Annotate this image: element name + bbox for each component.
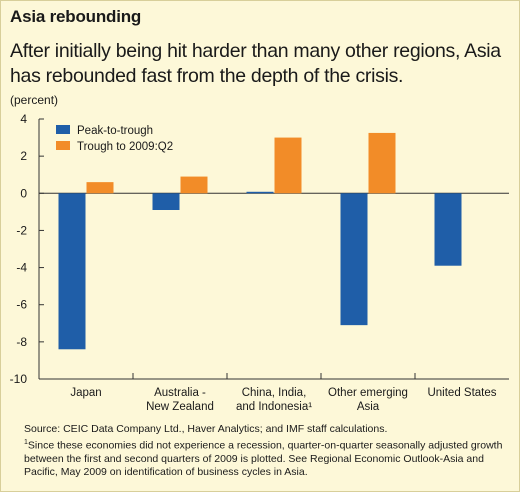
x-category-label: Japan bbox=[70, 387, 101, 399]
bar-trough-to-q2 bbox=[368, 132, 396, 194]
y-tick-label: -2 bbox=[16, 223, 27, 237]
x-category-label: Australia - bbox=[154, 387, 206, 399]
legend-swatch bbox=[56, 125, 70, 134]
footnote: 1Since these economies did not experienc… bbox=[24, 436, 514, 479]
bar-peak-to-trough bbox=[434, 193, 462, 266]
y-tick-label: 0 bbox=[20, 186, 27, 200]
bar-peak-to-trough bbox=[246, 191, 274, 194]
y-tick-label: -4 bbox=[16, 261, 27, 275]
legend-label: Peak-to-trough bbox=[77, 125, 153, 137]
x-category-label: Other emerging bbox=[328, 387, 408, 399]
y-tick-label: -8 bbox=[16, 335, 27, 349]
bar-trough-to-q2 bbox=[86, 182, 114, 194]
bar-peak-to-trough bbox=[152, 193, 180, 210]
x-category-label: and Indonesia¹ bbox=[236, 401, 312, 413]
x-category-label: New Zealand bbox=[146, 401, 214, 413]
bar-chart: 4 2 0 -2 -4 -6 -8 -10 Japan Australia - New Zealan… bbox=[10, 112, 509, 413]
x-category-label: United States bbox=[427, 387, 496, 399]
y-axis-unit: (percent) bbox=[10, 93, 59, 107]
y-tick-label: 4 bbox=[20, 112, 27, 126]
chart-subtitle: After initially being hit harder than ma… bbox=[10, 40, 501, 87]
y-tick-label: -6 bbox=[16, 298, 27, 312]
footnote-mark: 1 bbox=[24, 439, 28, 446]
bar-peak-to-trough bbox=[58, 193, 86, 350]
source-notes: Source: CEIC Data Company Ltd., Haver An… bbox=[24, 423, 514, 479]
legend-swatch bbox=[56, 141, 70, 150]
footnote-text: Since these economies did not experience… bbox=[24, 439, 503, 478]
legend-label: Trough to 2009:Q2 bbox=[77, 141, 173, 153]
x-category-label: China, India, bbox=[242, 387, 307, 399]
bar-trough-to-q2 bbox=[180, 176, 208, 194]
bar-peak-to-trough bbox=[340, 193, 368, 326]
x-category-label: Asia bbox=[357, 401, 380, 413]
chart-title: Asia rebounding bbox=[10, 7, 142, 26]
bar-trough-to-q2 bbox=[274, 137, 302, 194]
source-line: Source: CEIC Data Company Ltd., Haver An… bbox=[24, 423, 388, 435]
y-tick-label: -10 bbox=[10, 372, 28, 386]
y-tick-label: 2 bbox=[20, 149, 27, 163]
